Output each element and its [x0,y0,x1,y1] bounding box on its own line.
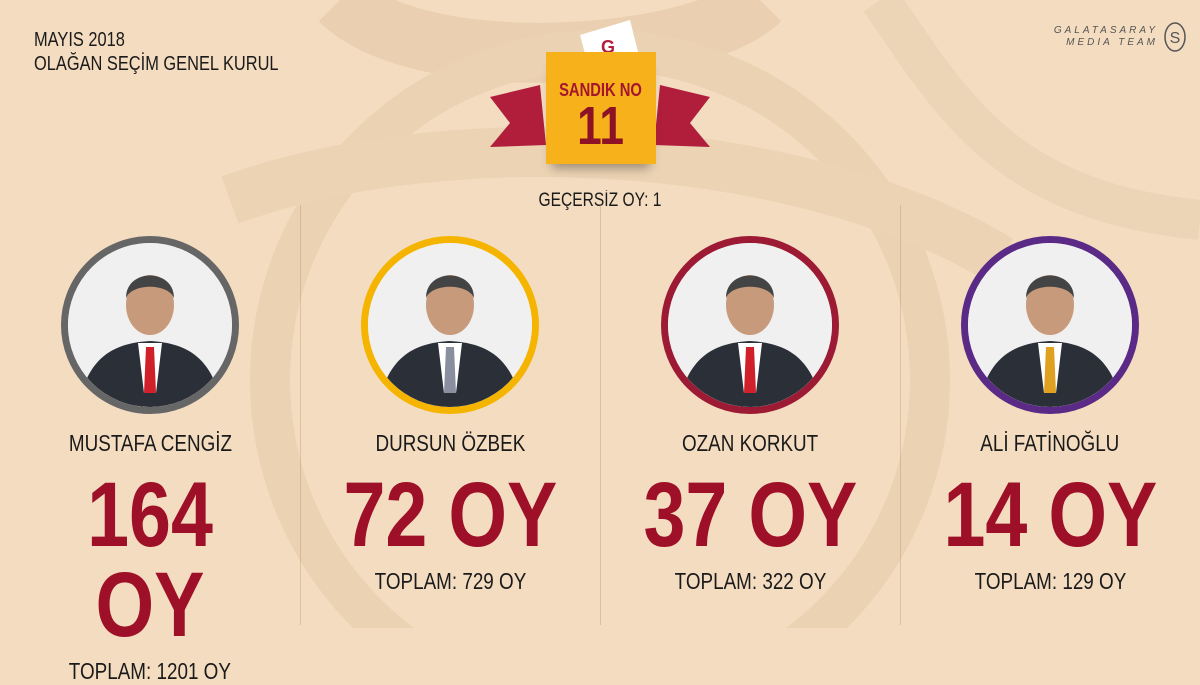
candidate-name: DURSUN ÖZBEK [375,430,525,456]
galatasaray-emblem-icon: S [1164,22,1186,52]
candidate-total: TOPLAM: 1201 OY [68,658,232,684]
person-avatar-icon [968,243,1132,407]
column-divider [600,205,601,625]
candidate-card: ALİ FATİNOĞLU 14 OY TOPLAM: 129 OY [900,236,1200,595]
candidate-total: TOPLAM: 729 OY [374,568,526,594]
invalid-votes: GEÇERSİZ OY: 1 [538,190,662,211]
candidate-votes: 37 OY [643,464,857,566]
candidate-total: TOPLAM: 129 OY [974,568,1126,594]
logo-line1: GALATASARAY [1053,25,1158,36]
candidate-name: OZAN KORKUT [681,430,819,456]
candidate-votes: 164 OY [87,464,213,656]
header-title: OLAĞAN SEÇİM GENEL KURUL [34,53,279,75]
header: MAYIS 2018 OLAĞAN SEÇİM GENEL KURUL [34,28,332,76]
person-avatar-icon [68,243,232,407]
candidate-name: ALİ FATİNOĞLU [980,430,1120,456]
candidate-photo [961,236,1139,414]
person-avatar-icon [668,243,832,407]
ballot-box: SANDIK NO 11 [546,52,656,164]
candidate-photo [661,236,839,414]
media-team-logo: GALATASARAY MEDIA TEAM S [1054,22,1186,52]
ballot-box-label: SANDIK NO [559,80,643,100]
candidate-votes: 14 OY [943,464,1157,566]
header-date: MAYIS 2018 [34,29,125,51]
column-divider [900,205,901,625]
candidate-votes: 72 OY [343,464,557,566]
candidate-photo [361,236,539,414]
column-divider [300,205,301,625]
candidate-card: OZAN KORKUT 37 OY TOPLAM: 322 OY [600,236,900,595]
ballot-box-number: 11 [577,96,625,156]
candidate-card: DURSUN ÖZBEK 72 OY TOPLAM: 729 OY [300,236,600,595]
person-avatar-icon [368,243,532,407]
candidate-name: MUSTAFA CENGİZ [68,430,232,456]
svg-text:S: S [1170,30,1181,47]
logo-line2: MEDIA TEAM [1066,37,1158,48]
candidate-total: TOPLAM: 322 OY [674,568,826,594]
candidate-card: MUSTAFA CENGİZ 164 OY TOPLAM: 1201 OY [0,236,300,685]
candidate-photo [61,236,239,414]
